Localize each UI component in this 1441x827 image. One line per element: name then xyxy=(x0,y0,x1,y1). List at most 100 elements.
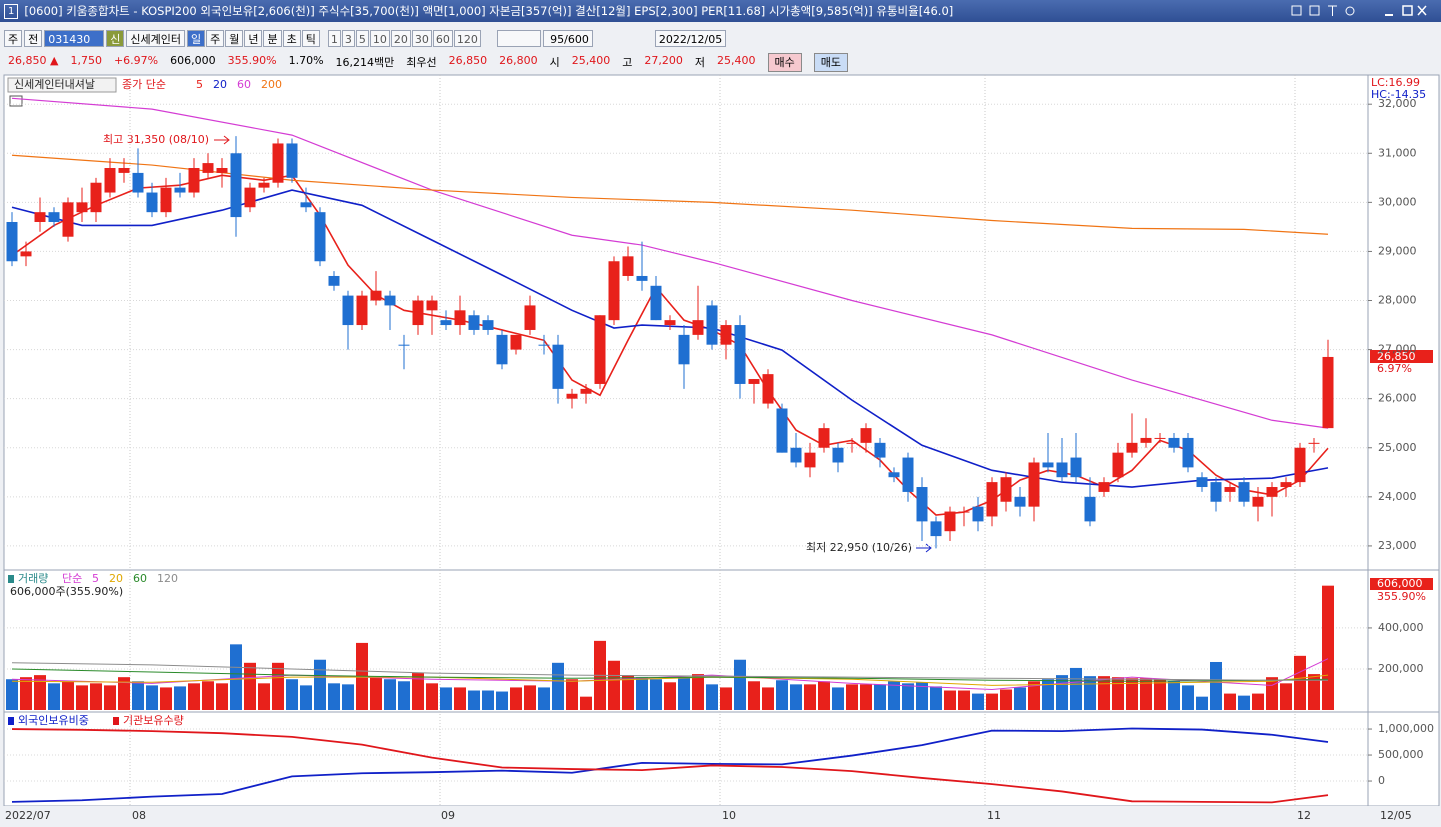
candle-body xyxy=(1000,477,1012,502)
interval-button[interactable]: 60 xyxy=(432,29,453,47)
x-tick-label: 11 xyxy=(987,809,1001,822)
legend-swatch xyxy=(113,717,119,725)
volume-bar xyxy=(902,683,914,710)
x-tick-label: 2022/07 xyxy=(5,809,51,822)
candle-body xyxy=(916,487,928,522)
candle-body xyxy=(1168,437,1180,448)
code-input[interactable]: 031430 xyxy=(44,29,105,47)
candle-body xyxy=(6,221,18,262)
icon[interactable] xyxy=(1345,6,1355,16)
candle-body xyxy=(720,325,732,345)
low-annotation: 최저 22,950 (10/26) xyxy=(806,541,912,554)
icon[interactable] xyxy=(1309,5,1320,16)
period-button[interactable]: 년 xyxy=(244,29,263,47)
period-button[interactable]: 월 xyxy=(225,29,244,47)
candle-body xyxy=(482,320,494,330)
volume-bar xyxy=(524,685,536,710)
interval-button[interactable]: 20 xyxy=(390,29,411,47)
period-button[interactable]: 초 xyxy=(282,29,301,47)
interval-button[interactable]: 30 xyxy=(411,29,432,47)
interval-button[interactable]: 10 xyxy=(369,29,390,47)
candle-body xyxy=(566,393,578,399)
sell-button[interactable]: 매도 xyxy=(813,52,849,72)
count-input[interactable]: 95/600 xyxy=(542,29,593,47)
volume-bar xyxy=(1238,695,1250,710)
volume-bar xyxy=(1280,683,1292,710)
candle-body xyxy=(608,261,620,321)
buy-button[interactable]: 매수 xyxy=(767,52,802,72)
candle-body xyxy=(356,295,368,326)
candle-body xyxy=(384,295,396,306)
candle-body xyxy=(790,447,802,463)
candle-body xyxy=(1210,482,1222,502)
date-input[interactable]: 2022/12/05 xyxy=(654,29,727,47)
last-volume: 606,000 xyxy=(1377,577,1423,590)
volume-bar xyxy=(370,677,382,710)
y-tick-label: 200,000 xyxy=(1378,662,1424,675)
quote-item: 25,400 xyxy=(717,54,756,67)
credit-badge[interactable]: 신 xyxy=(106,29,125,47)
candle-body xyxy=(734,325,746,384)
interval-button[interactable]: 1 xyxy=(327,29,341,47)
volume-bar xyxy=(1098,676,1110,710)
market-select[interactable]: 주 xyxy=(4,29,23,47)
volume-bar xyxy=(426,683,438,710)
hc-label: HC:-14.35 xyxy=(1371,88,1426,101)
last-change: 6.97% xyxy=(1377,362,1412,375)
candle-body xyxy=(1224,487,1236,492)
window-controls[interactable] xyxy=(1290,0,1430,22)
interval-button[interactable]: 3 xyxy=(341,29,355,47)
legend-entry: 외국인보유비중 xyxy=(18,714,89,727)
stock-name: 신세계인터내셔날 xyxy=(14,78,95,91)
icon[interactable] xyxy=(1291,5,1302,16)
candle-body xyxy=(930,521,942,537)
legend-entry: 200 xyxy=(261,78,282,91)
title-bar: 1 [0600] 키움종합차트 - KOSPI200 외국인보유[2,606(천… xyxy=(0,0,1441,22)
y-tick-label: 32,000 xyxy=(1378,97,1417,110)
candle-body xyxy=(160,187,172,213)
icon[interactable] xyxy=(1328,5,1337,16)
volume-bar xyxy=(692,674,704,710)
candle-body xyxy=(664,320,676,326)
maximize[interactable] xyxy=(1402,5,1413,16)
candle-body xyxy=(944,511,956,532)
volume-bar xyxy=(846,684,858,710)
volume-bar xyxy=(762,687,774,710)
period-button[interactable]: 일 xyxy=(186,29,206,47)
period-button[interactable]: 틱 xyxy=(301,29,320,47)
period-button[interactable]: 분 xyxy=(263,29,282,47)
y-tick-label: 31,000 xyxy=(1378,146,1417,159)
interval-button[interactable]: 120 xyxy=(453,29,481,47)
volume-bar xyxy=(1322,585,1334,710)
volume-bar xyxy=(1196,696,1208,710)
volume-bar xyxy=(1000,689,1012,710)
close[interactable] xyxy=(1417,5,1427,16)
y-tick-label: 500,000 xyxy=(1378,748,1424,761)
volume-bar xyxy=(622,675,634,710)
candle-body xyxy=(748,379,760,384)
period-button[interactable]: 주 xyxy=(206,29,225,47)
candle-body xyxy=(188,168,200,193)
volume-bar xyxy=(160,687,172,710)
candle-body xyxy=(174,187,186,193)
y-tick-label: 25,000 xyxy=(1378,441,1417,454)
volume-bar xyxy=(482,690,494,710)
quote-item: 27,200 xyxy=(644,54,683,67)
last-volume-tag xyxy=(1370,578,1433,590)
candle-body xyxy=(1266,487,1278,497)
candle-body xyxy=(538,344,550,346)
candle-body xyxy=(1098,482,1110,492)
candle-body xyxy=(874,442,886,458)
interval-button[interactable]: 5 xyxy=(355,29,369,47)
quote-item: 1,750 xyxy=(70,54,102,67)
y-tick-label: 30,000 xyxy=(1378,195,1417,208)
candle-body xyxy=(314,212,326,262)
volume-bar xyxy=(916,682,928,710)
ma-line xyxy=(11,154,1329,235)
candle-body xyxy=(342,295,354,326)
prev-button[interactable]: 전 xyxy=(24,29,43,47)
quote-item: +6.97% xyxy=(113,54,159,67)
volume-bar xyxy=(1266,677,1278,710)
empty-select[interactable] xyxy=(496,29,541,47)
